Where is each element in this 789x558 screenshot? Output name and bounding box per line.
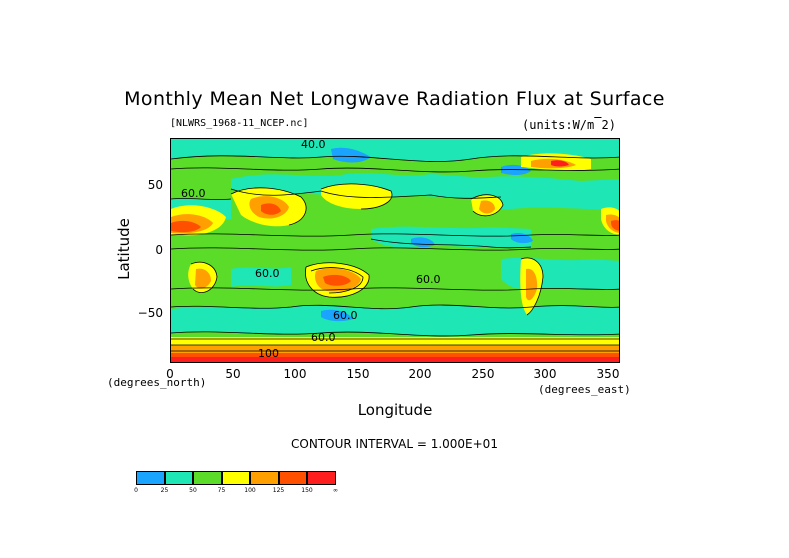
y-tick-label: −50 — [137, 306, 163, 320]
y-axis-unit: (degrees_north) — [107, 376, 207, 389]
contour-label: 40.0 — [301, 139, 326, 151]
contour-map-svg: 40.0 60.0 60.0 60.0 60.0 60.0 100 — [171, 139, 619, 362]
contour-labels: 40.0 60.0 60.0 60.0 60.0 60.0 100 — [181, 139, 441, 360]
x-tick-label: 150 — [346, 367, 370, 381]
colorbar-swatch — [307, 471, 336, 485]
colorbar-tick-label: 125 — [272, 487, 285, 494]
colorbar-tick-label: 0 — [134, 487, 138, 494]
contour-label: 60.0 — [416, 273, 441, 286]
x-tick-label: 100 — [283, 367, 307, 381]
colorbar-swatch — [250, 471, 279, 485]
contour-label: 60.0 — [181, 187, 206, 200]
y-axis-label: Latitude — [115, 218, 133, 280]
contour-label: 60.0 — [311, 331, 336, 344]
colorbar — [136, 471, 336, 485]
colorbar-tick-label: 150 — [301, 487, 313, 494]
x-tick-label: 0 — [166, 367, 174, 381]
colorbar-tick-label: 75 — [217, 487, 226, 494]
colorbar-tick-label: 25 — [160, 487, 169, 494]
contour-lines — [171, 155, 619, 352]
contour-label: 60.0 — [333, 309, 358, 322]
colorbar-swatch — [221, 471, 250, 485]
map-title: Monthly Mean Net Longwave Radiation Flux… — [124, 88, 665, 110]
red-regions — [171, 160, 619, 362]
x-tick-label: 50 — [225, 367, 241, 381]
y-tick-label: 50 — [147, 178, 163, 192]
contour-map: 40.0 60.0 60.0 60.0 60.0 60.0 100 — [170, 138, 620, 363]
colorbar-swatch — [136, 471, 165, 485]
colorbar-tick-label: 100 — [244, 487, 256, 494]
x-tick-label: 300 — [533, 367, 557, 381]
units-label: (units:W/m 2) — [522, 118, 616, 132]
colorbar-labels: 0 25 50 75 100 125 150 ∞ — [134, 487, 346, 497]
colorbar-swatch — [164, 471, 193, 485]
contour-interval-label: CONTOUR INTERVAL = 1.000E+01 — [291, 437, 498, 451]
x-tick-label: 350 — [596, 367, 620, 381]
x-axis-unit: (degrees_east) — [538, 383, 631, 396]
x-axis-label: Longitude — [357, 401, 433, 419]
file-label: [NLWRS_1968-11_NCEP.nc] — [170, 118, 309, 129]
colorbar-tick-label: ∞ — [333, 487, 338, 494]
contour-label: 60.0 — [255, 267, 280, 280]
y-tick-label: 0 — [155, 243, 163, 257]
contour-label: 100 — [258, 347, 279, 360]
x-tick-label: 200 — [408, 367, 432, 381]
colorbar-tick-label: 50 — [189, 487, 197, 494]
colorbar-swatch — [278, 471, 307, 485]
colorbar-swatch — [193, 471, 222, 485]
x-tick-label: 250 — [471, 367, 495, 381]
